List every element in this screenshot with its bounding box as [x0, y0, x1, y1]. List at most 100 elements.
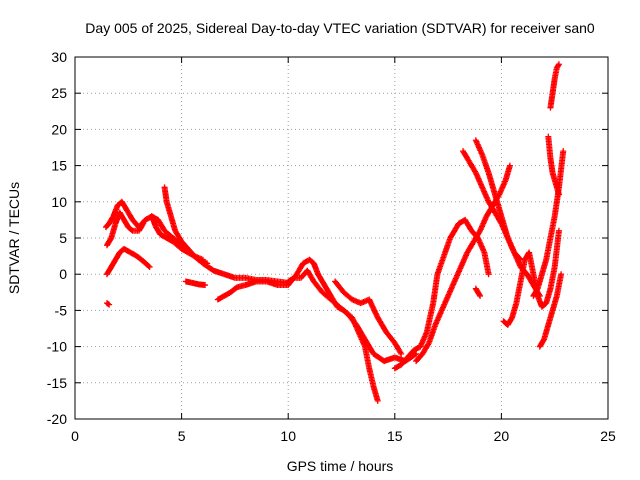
x-tick-label: 25	[600, 428, 616, 444]
data-point	[432, 308, 445, 328]
y-tick-label: 30	[51, 49, 67, 65]
y-tick-label: 0	[59, 266, 67, 282]
data-point	[474, 289, 483, 298]
data-point	[370, 383, 381, 403]
data-point	[462, 216, 474, 233]
data-point	[472, 169, 485, 189]
data-point	[549, 77, 558, 97]
data-point	[227, 285, 239, 296]
data-point	[464, 239, 476, 256]
data-point	[106, 214, 116, 227]
data-point	[214, 293, 226, 303]
data-point	[121, 245, 133, 255]
data-point	[293, 261, 306, 278]
data-point	[551, 229, 562, 270]
data-point	[361, 336, 376, 356]
data-point	[374, 397, 381, 404]
data-point	[410, 344, 423, 354]
data-point	[108, 221, 119, 241]
y-tick-label: -15	[47, 375, 67, 391]
data-point	[153, 224, 163, 237]
chart-title: Day 005 of 2025, Sidereal Day-to-day VTE…	[85, 20, 595, 36]
data-point	[336, 303, 350, 316]
data-point	[146, 263, 153, 270]
data-point	[417, 330, 430, 350]
data-point	[135, 221, 146, 234]
data-point	[530, 286, 540, 299]
series-track-p	[500, 227, 562, 328]
series-track-b	[103, 209, 147, 249]
data-point	[310, 278, 325, 295]
data-point	[353, 321, 368, 342]
y-tick-label: -10	[47, 339, 67, 355]
data-point	[517, 258, 528, 285]
series-track-d	[103, 300, 113, 308]
data-point	[108, 257, 118, 270]
data-point	[498, 213, 511, 240]
data-point	[374, 314, 389, 334]
data-point	[496, 178, 509, 198]
data-point	[553, 62, 562, 71]
data-point	[547, 265, 558, 292]
data-point	[306, 256, 316, 266]
data-point	[391, 362, 403, 372]
y-tick-label: -5	[55, 302, 68, 318]
data-point	[513, 279, 524, 307]
data-point	[445, 279, 457, 299]
data-point	[555, 61, 562, 68]
data-point	[116, 209, 127, 222]
data-point	[551, 66, 560, 82]
data-point	[319, 289, 333, 302]
data-point	[123, 206, 135, 222]
data-point	[538, 258, 549, 278]
data-point	[492, 191, 504, 218]
data-point	[536, 337, 547, 350]
y-axis-label: SDTVAR / TECUs	[6, 182, 22, 294]
data-point	[481, 249, 492, 276]
data-point	[509, 301, 519, 321]
data-point	[304, 267, 316, 284]
data-point	[430, 272, 441, 307]
data-point	[538, 301, 549, 310]
x-tick-label: 15	[387, 428, 403, 444]
data-point	[466, 158, 479, 175]
data-point	[133, 253, 146, 264]
x-tick-label: 20	[494, 428, 510, 444]
gridlines	[75, 57, 608, 419]
data-point	[391, 339, 404, 356]
data-point	[545, 133, 554, 160]
series-track-g	[182, 278, 209, 289]
data-point	[479, 151, 492, 175]
data-point	[103, 300, 112, 307]
data-point	[502, 164, 513, 184]
data-point	[327, 296, 342, 309]
series-track-n	[472, 137, 524, 263]
data-point	[323, 285, 334, 298]
series-track-o	[472, 285, 484, 299]
data-point	[451, 265, 464, 285]
data-point	[534, 272, 545, 292]
data-point	[163, 235, 175, 244]
data-point	[112, 250, 123, 263]
y-tick-label: 10	[51, 194, 67, 210]
axis-ticks: 0 5 10 15 20 25 -20 -15 -10 -5 0 5 10 15 20 25 30	[47, 49, 616, 444]
data-point	[541, 323, 551, 343]
data-point	[199, 256, 206, 263]
data-point	[479, 184, 491, 204]
data-point	[178, 238, 191, 251]
data-point	[140, 220, 147, 227]
data-point	[157, 231, 169, 241]
series-track-e	[161, 184, 292, 286]
data-point	[547, 91, 556, 111]
data-point	[106, 301, 113, 308]
data-point	[413, 351, 425, 365]
data-point	[547, 155, 556, 175]
data-point	[511, 249, 523, 262]
data-point	[438, 294, 451, 314]
data-point	[543, 236, 554, 263]
series-track-c	[103, 245, 153, 278]
y-tick-label: 5	[59, 230, 67, 246]
data-point	[485, 198, 498, 215]
data-point	[504, 235, 517, 255]
